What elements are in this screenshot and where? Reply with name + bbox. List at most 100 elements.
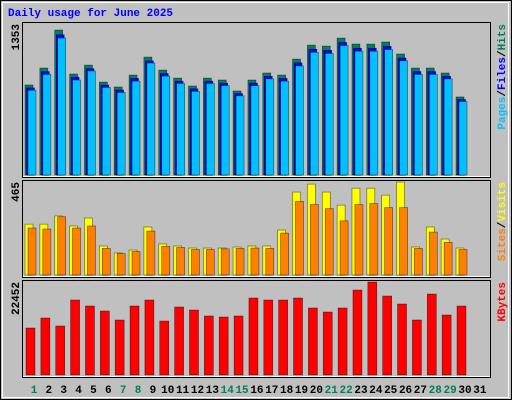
chart-title: Daily usage for June 2025	[8, 8, 173, 20]
bar	[443, 242, 453, 276]
bar	[161, 246, 171, 276]
legend: KBytes	[497, 282, 509, 322]
bar	[161, 75, 171, 176]
bar	[40, 317, 51, 376]
x-tick-label: 23	[354, 385, 368, 397]
x-tick-label: 9	[150, 385, 157, 397]
bar	[235, 248, 245, 276]
x-tick-label: 20	[310, 385, 323, 397]
x-tick-label: 11	[176, 385, 190, 397]
bar	[70, 299, 80, 376]
bar	[248, 297, 259, 376]
bar	[456, 305, 467, 376]
bar	[72, 227, 81, 276]
bar	[280, 80, 289, 176]
bar	[384, 49, 393, 176]
legend-separator: /	[497, 50, 509, 57]
legend-separator: /	[497, 90, 509, 97]
bar	[339, 220, 349, 276]
bar	[102, 248, 111, 276]
bar	[220, 248, 230, 276]
legend-separator: /	[497, 221, 509, 228]
bar	[27, 227, 37, 276]
bar	[458, 249, 468, 276]
bar	[72, 79, 81, 176]
x-tick-label: 26	[399, 385, 412, 397]
bar	[414, 74, 423, 176]
bar	[204, 315, 214, 376]
bar	[250, 85, 260, 176]
x-tick-label: 25	[384, 385, 398, 397]
x-tick-label: 2	[46, 385, 53, 397]
bar	[458, 101, 468, 176]
bar	[263, 299, 274, 376]
bar	[189, 309, 199, 376]
bar	[308, 307, 318, 376]
bar	[369, 50, 379, 176]
bar	[176, 247, 185, 276]
legend: Sites/Visits	[497, 182, 509, 261]
y-tick-label: 465	[11, 182, 23, 202]
legend-entry: Pages	[497, 97, 509, 130]
legend-entry: Files	[497, 57, 509, 90]
x-tick-label: 29	[444, 385, 457, 397]
bar	[354, 204, 364, 276]
bar	[369, 203, 379, 276]
x-tick-label: 6	[105, 385, 112, 397]
bar	[428, 231, 438, 276]
x-tick-label: 15	[235, 385, 249, 397]
bar	[265, 78, 275, 176]
x-tick-label: 7	[120, 385, 127, 397]
x-tick-label: 5	[90, 385, 97, 397]
bar	[397, 303, 407, 376]
x-tick-label: 14	[221, 385, 235, 397]
bar	[131, 251, 141, 276]
bar	[354, 50, 364, 176]
x-tick-label: 16	[250, 385, 263, 397]
x-tick-label: 18	[280, 385, 294, 397]
bar	[412, 319, 422, 376]
x-tick-label: 1	[31, 385, 38, 397]
bar	[57, 37, 67, 176]
bar	[55, 325, 66, 376]
x-tick-label: 31	[473, 385, 487, 397]
x-tick-label: 28	[429, 385, 443, 397]
x-tick-label: 22	[340, 385, 353, 397]
bar	[129, 305, 140, 376]
bar	[382, 295, 392, 376]
x-tick-label: 12	[191, 385, 204, 397]
x-tick-label: 17	[265, 385, 278, 397]
bar	[322, 311, 333, 376]
bar	[87, 70, 96, 176]
bar	[57, 216, 67, 276]
bar	[218, 316, 229, 376]
bar	[399, 60, 408, 176]
bar	[426, 293, 437, 376]
bar	[324, 53, 334, 176]
bar	[176, 83, 185, 176]
bar	[233, 315, 244, 376]
bar	[191, 91, 200, 176]
bar	[27, 89, 37, 176]
x-tick-label: 24	[369, 385, 383, 397]
bar	[339, 45, 349, 176]
bar	[250, 247, 260, 276]
x-tick-label: 13	[206, 385, 220, 397]
bar	[443, 78, 453, 176]
bar	[280, 232, 289, 276]
bar	[174, 306, 184, 376]
bar	[337, 307, 348, 376]
bar	[206, 83, 215, 176]
y-tick-label: 22452	[11, 282, 23, 315]
bar	[367, 281, 378, 376]
bar	[324, 208, 334, 276]
legend-entry: KBytes	[497, 282, 509, 322]
bar	[441, 314, 452, 376]
bar	[428, 74, 438, 176]
bar	[293, 297, 303, 376]
x-tick-label: 21	[325, 385, 339, 397]
bar	[265, 248, 275, 276]
bar	[191, 249, 200, 276]
x-tick-label: 27	[414, 385, 427, 397]
